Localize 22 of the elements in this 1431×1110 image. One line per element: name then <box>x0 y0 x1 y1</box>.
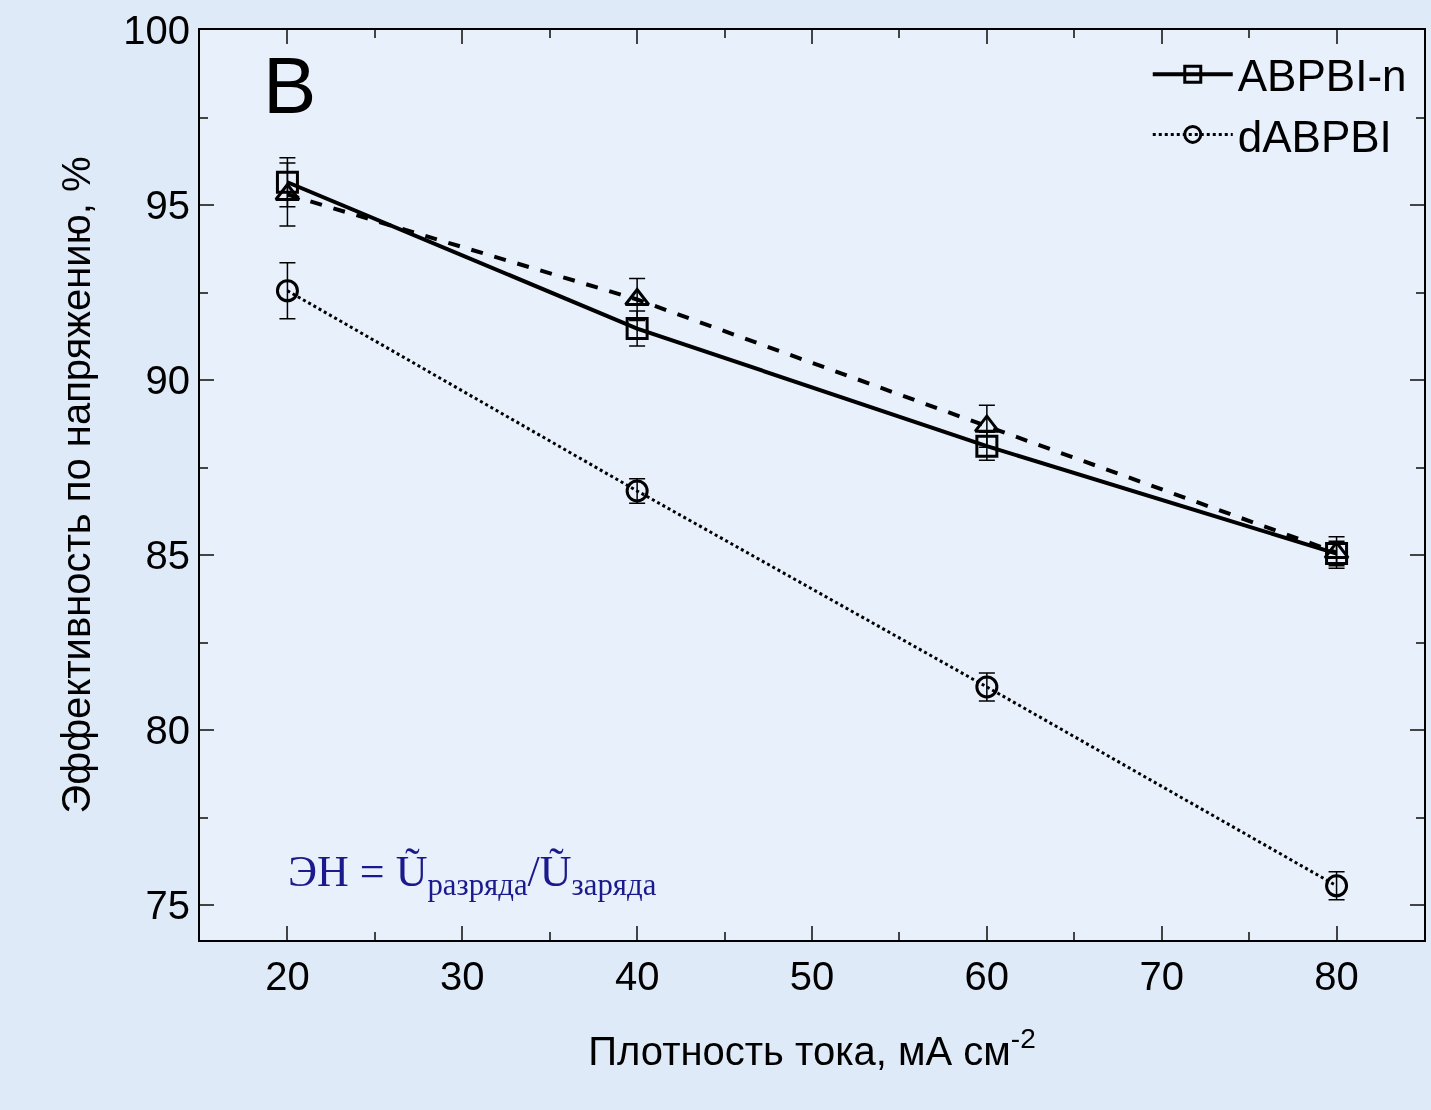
legend-label: dABPBI <box>1237 111 1392 161</box>
y-tick-label: 90 <box>145 358 190 402</box>
x-tick-label: 30 <box>440 954 485 998</box>
x-tick-label: 70 <box>1139 954 1184 998</box>
legend-label: ABPBI-n <box>1237 51 1407 101</box>
x-tick-label: 40 <box>614 954 660 998</box>
y-tick-label: 80 <box>145 708 190 752</box>
point <box>625 317 649 341</box>
point <box>275 279 299 303</box>
x-tick-label: 60 <box>964 954 1010 998</box>
x-axis-title: Плотность тока, мА см$^{-2}$ <box>588 1023 1036 1073</box>
y-tick-label: 100 <box>123 8 190 52</box>
y-tick-label: 75 <box>145 883 190 927</box>
x-tick-label: 20 <box>265 954 310 998</box>
x-tick-label: 50 <box>789 954 835 998</box>
x-tick-label: 80 <box>1314 954 1359 998</box>
y-axis-title: Эффективность по напряжению, % <box>54 156 99 814</box>
annotation: ЭН = Ũ$_{разряда}$/Ũ$_{заряда}$ <box>288 847 657 903</box>
annotation: B <box>263 41 317 130</box>
y-tick-label: 85 <box>145 533 190 577</box>
point <box>275 170 299 194</box>
y-tick-label: 95 <box>145 183 190 227</box>
